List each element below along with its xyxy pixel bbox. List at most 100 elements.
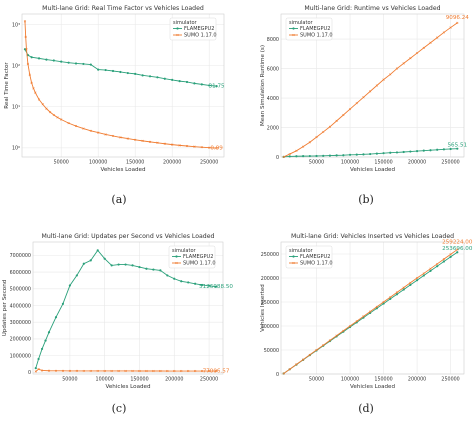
data-point bbox=[288, 155, 291, 158]
data-point bbox=[389, 297, 392, 301]
data-point bbox=[166, 274, 169, 277]
data-point bbox=[37, 368, 40, 371]
x-tick-label: 50000 bbox=[309, 377, 324, 383]
chart-b: 50000 100000 150000 200000 250000 0 2000 4000 60… bbox=[260, 5, 469, 206]
data-point bbox=[134, 138, 137, 141]
x-tick-label: 150000 bbox=[374, 160, 392, 166]
data-point bbox=[456, 21, 459, 25]
data-point bbox=[355, 102, 358, 105]
x-tick-label: 200000 bbox=[408, 160, 426, 166]
data-point bbox=[89, 63, 92, 66]
y-tick-label: 10⁰ bbox=[12, 146, 20, 152]
y-tick-label: 10¹ bbox=[12, 105, 20, 111]
end-value-label: 5126988.50 bbox=[199, 284, 233, 290]
data-point bbox=[429, 267, 432, 270]
legend-title: simulator bbox=[172, 248, 197, 254]
y-tick-label: 6000000 bbox=[10, 270, 31, 276]
data-point bbox=[131, 264, 134, 267]
data-point bbox=[193, 145, 196, 148]
y-tick-label: 200000 bbox=[261, 276, 279, 282]
data-point bbox=[355, 153, 358, 156]
legend-marker bbox=[176, 27, 179, 30]
data-point bbox=[193, 82, 196, 85]
data-point bbox=[335, 334, 338, 337]
data-point bbox=[315, 348, 318, 352]
data-point bbox=[56, 116, 59, 119]
data-point bbox=[82, 127, 85, 130]
end-value-label: 0.99 bbox=[210, 146, 223, 152]
data-point bbox=[415, 279, 419, 282]
data-point bbox=[124, 263, 127, 266]
data-point bbox=[152, 369, 155, 373]
y-tick-label: 10³ bbox=[12, 22, 20, 28]
data-point bbox=[52, 113, 55, 117]
data-point bbox=[75, 274, 78, 277]
data-point bbox=[201, 369, 204, 373]
data-point bbox=[315, 154, 318, 158]
data-point bbox=[369, 90, 372, 93]
data-point bbox=[449, 147, 452, 151]
chart-d: 50000 100000 150000 200000 250000 0 50000 10000… bbox=[260, 233, 473, 415]
data-point bbox=[138, 369, 141, 373]
x-tick-label: 200000 bbox=[163, 160, 181, 166]
legend-entry: FLAMEGPU2 bbox=[300, 26, 330, 32]
data-point bbox=[104, 68, 107, 72]
data-point bbox=[37, 357, 40, 361]
series-line bbox=[35, 368, 217, 372]
data-point bbox=[24, 35, 27, 38]
y-tick-label: 4000 bbox=[267, 96, 279, 102]
data-point bbox=[362, 96, 365, 99]
data-point bbox=[409, 283, 412, 286]
data-point bbox=[415, 150, 419, 153]
x-tick-label: 150000 bbox=[130, 377, 148, 383]
legend-box bbox=[169, 17, 217, 41]
data-point bbox=[44, 339, 47, 342]
x-tick-label: 100000 bbox=[341, 377, 359, 383]
y-axis-label: Mean Simulation Runtime (s) bbox=[260, 45, 266, 126]
data-point bbox=[456, 147, 459, 150]
series-sumo: 77006.57 bbox=[34, 368, 230, 375]
data-point bbox=[308, 154, 311, 158]
data-point bbox=[436, 265, 439, 268]
data-point bbox=[152, 268, 155, 271]
data-point bbox=[194, 369, 197, 373]
data-point bbox=[375, 305, 378, 308]
end-value-label: 77006.57 bbox=[203, 369, 230, 375]
data-point bbox=[171, 143, 174, 146]
legend-box bbox=[168, 245, 216, 269]
data-point bbox=[422, 46, 425, 50]
y-axis-label: Vehicles Inserted bbox=[260, 284, 266, 332]
data-point bbox=[322, 344, 325, 347]
data-point bbox=[382, 300, 385, 304]
data-point bbox=[126, 71, 129, 75]
data-point bbox=[362, 315, 365, 318]
data-point bbox=[302, 358, 305, 361]
data-point bbox=[67, 61, 70, 64]
y-tick-label: 0 bbox=[28, 370, 31, 376]
data-point bbox=[61, 369, 65, 372]
series-line bbox=[283, 22, 458, 158]
y-axis-label: Real Time Factor bbox=[4, 62, 10, 109]
data-point bbox=[449, 26, 452, 29]
data-point bbox=[103, 369, 106, 373]
series-sumo: 259224.00 bbox=[282, 240, 473, 375]
x-axis-label: Vehicles Loaded bbox=[100, 167, 146, 173]
x-axis-label: Vehicles Loaded bbox=[105, 384, 151, 390]
data-point bbox=[185, 80, 189, 84]
data-point bbox=[145, 267, 148, 270]
data-point bbox=[117, 263, 120, 266]
plot-frame bbox=[32, 241, 224, 375]
data-point bbox=[415, 276, 419, 280]
plot-frame bbox=[280, 13, 465, 158]
data-point bbox=[302, 145, 305, 148]
data-point bbox=[335, 119, 338, 122]
data-point bbox=[171, 78, 174, 81]
data-point bbox=[68, 369, 71, 373]
data-point bbox=[382, 152, 385, 155]
data-point bbox=[104, 133, 107, 136]
data-point bbox=[173, 277, 176, 280]
data-point bbox=[422, 272, 425, 275]
data-point bbox=[409, 57, 412, 60]
